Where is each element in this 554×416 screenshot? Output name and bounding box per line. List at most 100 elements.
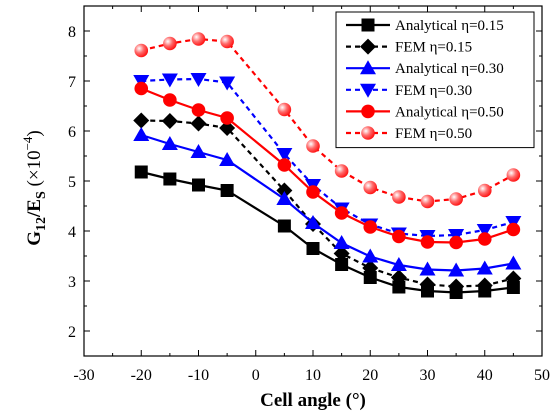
x-tick-label: 40: [477, 367, 493, 384]
data-point: [219, 152, 236, 166]
data-point: [390, 257, 407, 271]
legend-marker: [360, 38, 376, 55]
x-tick-label: 10: [305, 367, 321, 384]
data-point: [190, 73, 207, 87]
data-point: [306, 139, 320, 153]
x-axis-title: Cell angle (°): [260, 390, 366, 411]
y-title-exponent: −4: [20, 136, 35, 150]
data-point: [276, 191, 293, 205]
data-point: [362, 260, 379, 276]
data-point: [448, 262, 465, 277]
legend-marker: [361, 126, 375, 140]
data-point: [363, 220, 378, 234]
legend: Analytical η=0.15 FEM η=0.15 Analytical η=…: [335, 11, 535, 149]
data-point: [419, 276, 436, 293]
data-point: [163, 93, 177, 107]
data-point: [192, 178, 205, 192]
legend-label: Analytical η=0.15: [395, 18, 504, 34]
y-title-paren-open: (×10: [24, 150, 45, 191]
x-tick-label: -10: [188, 367, 209, 384]
data-point: [449, 235, 463, 250]
data-point: [306, 242, 320, 255]
y-title-prefix: G: [24, 231, 45, 246]
data-point: [161, 73, 178, 88]
series-4: [134, 81, 521, 250]
x-tick-label: 50: [534, 367, 550, 384]
y-title-paren-close: ): [24, 130, 45, 136]
legend-label: FEM η=0.50: [395, 126, 472, 142]
data-point: [335, 258, 349, 271]
data-point: [305, 215, 321, 229]
data-point: [476, 260, 493, 275]
data-point: [333, 245, 350, 262]
series-5: [134, 32, 521, 209]
data-point: [334, 206, 349, 220]
data-point: [419, 261, 436, 276]
series-2: [133, 127, 522, 277]
data-point: [362, 248, 379, 263]
y-title-sub2: S: [34, 191, 49, 199]
data-point: [449, 192, 463, 206]
data-point: [477, 183, 492, 198]
y-tick-label: 4: [68, 224, 76, 241]
legend-label: Analytical η=0.50: [395, 104, 504, 120]
x-tick-label: 30: [420, 367, 436, 384]
data-point: [506, 222, 521, 237]
data-point: [161, 136, 178, 150]
data-point: [363, 271, 377, 284]
legend-label: FEM η=0.30: [395, 83, 472, 99]
legend-marker: [361, 18, 375, 32]
y-tick-label: 8: [68, 24, 76, 41]
data-point: [420, 194, 435, 209]
x-tick-label: -20: [131, 367, 152, 384]
data-point: [134, 43, 149, 58]
y-tick-label: 3: [68, 274, 76, 291]
legend-label: Analytical η=0.30: [395, 61, 504, 77]
data-point: [191, 103, 206, 117]
data-point: [392, 190, 406, 204]
data-point: [133, 112, 150, 129]
data-point: [220, 184, 234, 197]
data-point: [505, 270, 522, 287]
y-title-slash: /E: [24, 199, 45, 218]
data-point: [276, 148, 293, 162]
data-point: [334, 164, 349, 178]
data-point: [161, 113, 178, 129]
data-point: [333, 235, 350, 249]
data-point: [392, 229, 406, 244]
data-point: [506, 168, 521, 182]
data-point: [476, 224, 493, 238]
y-tick-label: 7: [68, 74, 76, 91]
legend-marker: [360, 60, 376, 75]
legend-marker: [360, 83, 376, 98]
legend-marker: [361, 104, 375, 119]
data-point: [476, 277, 493, 294]
data-point: [448, 278, 465, 295]
data-point: [276, 182, 293, 199]
data-point: [219, 120, 236, 136]
data-point: [390, 269, 407, 286]
y-tick-label: 5: [68, 174, 76, 191]
data-point: [134, 81, 149, 96]
axes: -30 -20 -10 0 10 20 30 40 50 2 3 4 5 6 7 8: [68, 5, 550, 384]
y-tick-label: 2: [68, 324, 76, 341]
legend-label: FEM η=0.15: [395, 40, 472, 56]
data-point: [505, 255, 522, 270]
data-point: [133, 127, 150, 141]
data-point: [220, 111, 234, 125]
data-point: [363, 180, 378, 195]
data-point: [191, 32, 206, 46]
data-point: [134, 165, 148, 179]
data-point: [190, 144, 207, 158]
data-point: [306, 185, 320, 199]
data-point: [277, 219, 291, 233]
x-tick-label: 0: [252, 367, 260, 384]
x-tick-label: 20: [362, 367, 378, 384]
x-tick-label: -30: [73, 367, 94, 384]
series-1: [133, 112, 522, 295]
data-point: [392, 280, 406, 294]
data-point: [420, 235, 435, 249]
plot-area: [133, 32, 522, 299]
data-point: [277, 158, 292, 172]
